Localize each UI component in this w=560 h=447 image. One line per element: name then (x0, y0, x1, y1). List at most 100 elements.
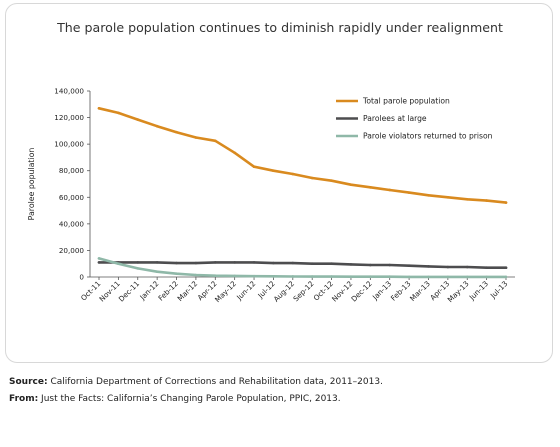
data-point (233, 151, 236, 155)
x-tick-label: Mar-12 (175, 279, 199, 303)
data-point (388, 263, 392, 267)
data-point (388, 188, 392, 192)
legend-label: Total parole population (362, 97, 450, 106)
data-point (465, 275, 469, 279)
data-point (330, 262, 333, 266)
x-tick-label: Jan-13 (370, 279, 393, 302)
data-point (213, 261, 217, 264)
from-label: From: (9, 394, 39, 404)
x-tick-label: Feb-12 (156, 279, 180, 303)
data-point (446, 195, 450, 199)
source-label: Source: (9, 377, 48, 387)
y-tick-label: 60,000 (59, 193, 85, 202)
data-point (272, 261, 275, 265)
data-point (272, 169, 275, 173)
data-point (233, 261, 236, 264)
data-point (485, 275, 488, 279)
data-point (291, 172, 295, 176)
data-point (504, 266, 508, 270)
data-point (97, 257, 101, 260)
x-tick-label: Jun-13 (467, 279, 490, 302)
data-point (369, 263, 372, 267)
data-point (388, 275, 392, 279)
x-tick-label: Jan-12 (137, 279, 160, 302)
data-point (310, 176, 314, 180)
x-tick-label: Jul-13 (488, 279, 510, 301)
data-point (194, 273, 198, 277)
data-point (155, 261, 159, 264)
data-point (233, 274, 236, 278)
legend-label: Parole violators returned to prison (363, 132, 493, 141)
source-line: Source: California Department of Correct… (9, 374, 383, 391)
data-point (485, 199, 488, 202)
data-point (252, 261, 256, 264)
data-point (194, 136, 198, 139)
y-tick-label: 80,000 (59, 166, 85, 175)
data-point (465, 265, 469, 269)
data-point (136, 267, 140, 270)
series-line-2 (97, 261, 508, 270)
y-axis-label: Parolee population (27, 148, 36, 221)
data-point (213, 139, 217, 143)
data-point (427, 193, 430, 197)
y-tick-label: 120,000 (54, 113, 84, 122)
data-point (427, 265, 430, 268)
y-tick-label: 20,000 (59, 246, 85, 255)
data-point (446, 275, 450, 279)
x-tick-label: May-12 (213, 279, 238, 304)
x-tick-label: May-13 (446, 279, 471, 304)
data-point (252, 274, 256, 278)
data-point (136, 118, 140, 121)
data-point (291, 275, 295, 278)
data-point (272, 275, 275, 278)
data-point (97, 261, 101, 264)
plot-area: 0 20,000 40,000 60,000 80,000 100,000 120,000 1… (54, 87, 515, 304)
x-tick-label: Aug-12 (272, 279, 297, 304)
data-point (155, 270, 159, 273)
x-tick-label: Dec-12 (349, 279, 374, 304)
data-point (407, 275, 411, 279)
data-point (427, 275, 430, 279)
data-point (213, 274, 217, 277)
data-point (252, 165, 256, 169)
source-text: California Department of Corrections and… (50, 377, 383, 387)
data-point (330, 275, 333, 278)
series-line-1 (97, 107, 508, 204)
from-line: From: Just the Facts: California’s Chang… (9, 391, 383, 408)
data-point (446, 265, 450, 269)
x-tick-label: Feb-13 (389, 279, 413, 303)
x-tick-label: Jun-12 (234, 279, 257, 302)
data-point (330, 179, 333, 182)
notes: Source: California Department of Correct… (9, 374, 383, 408)
y-tick-label: 100,000 (54, 140, 84, 149)
data-point (310, 275, 314, 278)
data-point (310, 262, 314, 266)
y-tick-label: 140,000 (54, 87, 84, 96)
chart-panel (5, 3, 553, 363)
y-tick-label: 40,000 (59, 219, 85, 228)
data-point (485, 266, 488, 270)
series-line-3 (97, 257, 508, 279)
x-tick-label: Dec-11 (117, 279, 142, 304)
data-point (175, 272, 178, 275)
data-point (504, 201, 508, 204)
data-point (175, 130, 178, 134)
data-point (97, 106, 101, 110)
data-point (155, 124, 159, 128)
data-point (407, 191, 411, 194)
data-point (349, 183, 353, 186)
data-point (369, 275, 372, 279)
data-point (117, 111, 120, 115)
data-point (349, 275, 353, 279)
data-point (175, 261, 178, 265)
x-tick-label: Mar-13 (408, 279, 432, 303)
data-point (407, 264, 411, 268)
data-point (369, 186, 372, 189)
legend-label: Parolees at large (363, 114, 427, 123)
data-point (117, 262, 120, 266)
data-point (504, 275, 508, 279)
data-point (194, 261, 198, 265)
x-tick-label: Sep-12 (291, 279, 315, 303)
from-text: Just the Facts: California’s Changing Pa… (41, 394, 341, 404)
data-point (136, 261, 140, 264)
